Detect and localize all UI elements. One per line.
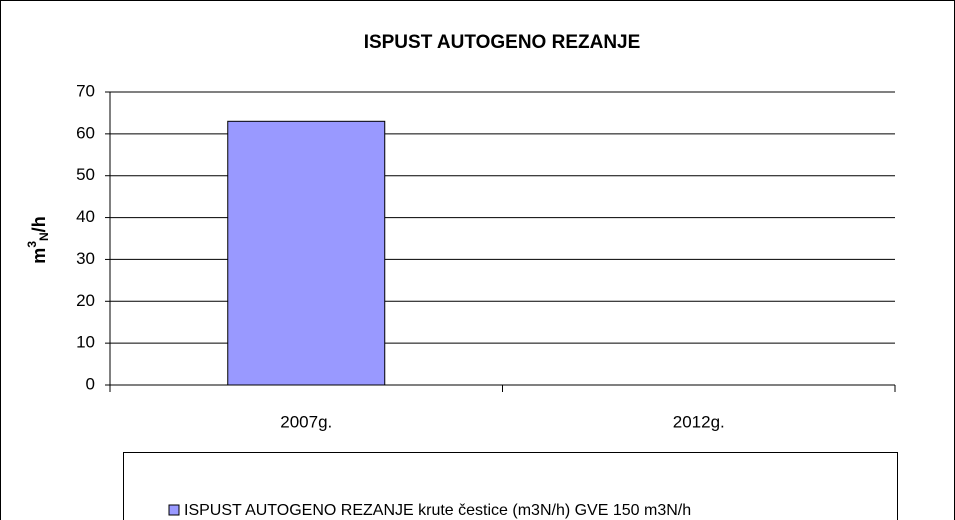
y-tick-label: 30 [76,249,95,268]
y-tick-label: 50 [76,165,95,184]
x-tick-label: 2012g. [673,412,725,431]
x-tick-label: 2007g. [280,412,332,431]
legend-box [123,452,898,520]
bar [227,120,386,386]
y-tick-label: 10 [76,333,95,352]
y-tick-label: 70 [76,81,95,100]
legend-label: ISPUST AUTOGENO REZANJE krute čestice (m… [184,502,691,519]
y-axis-label: m3N/h [25,216,51,263]
y-tick-label: 40 [76,207,95,226]
y-tick-label: 60 [76,123,95,142]
y-tick-label: 0 [86,374,95,393]
y-tick-label: 20 [76,291,95,310]
chart-title: ISPUST AUTOGENO REZANJE [364,32,641,53]
legend-swatch [168,504,180,516]
